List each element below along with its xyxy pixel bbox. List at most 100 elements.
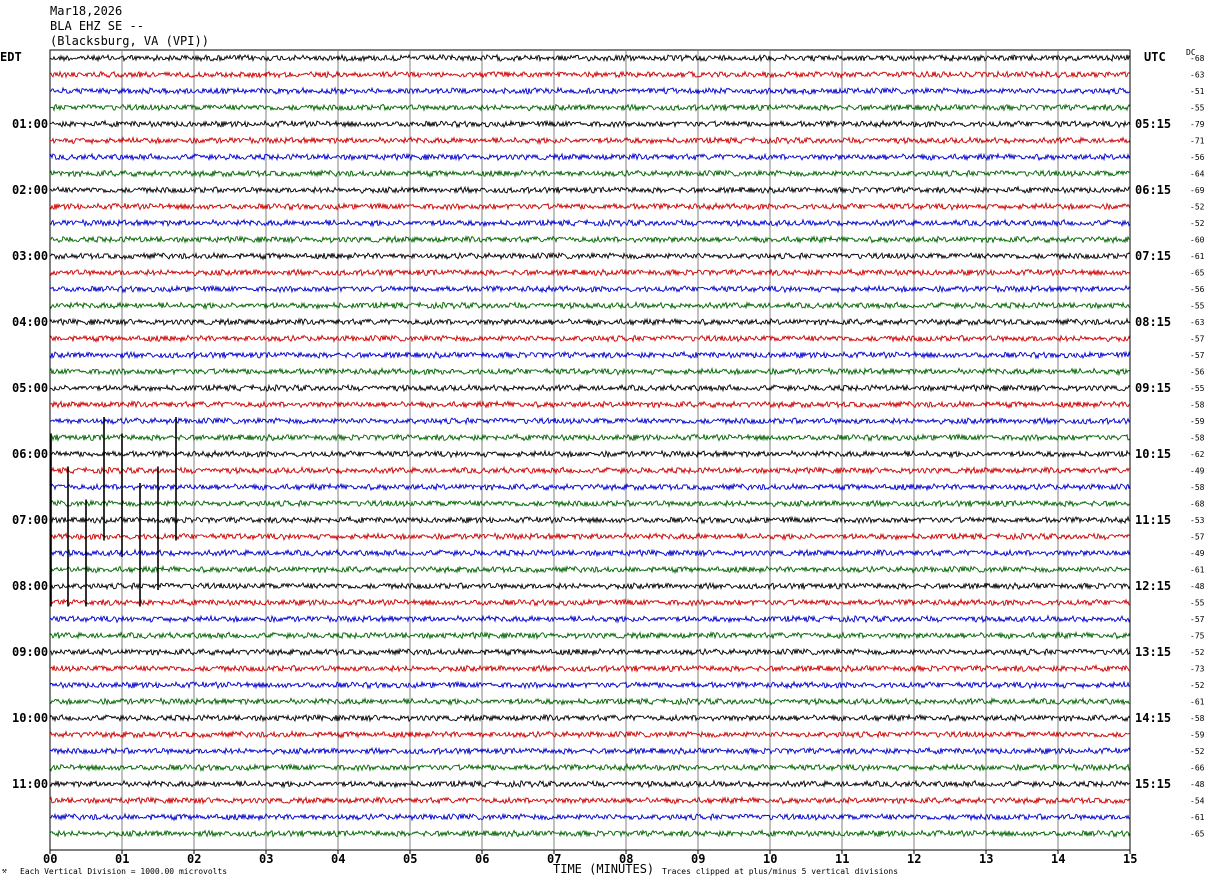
trace-row	[49, 713, 1131, 723]
left-hour-label: 05:00	[12, 381, 48, 395]
dc-offset-label: -63	[1190, 318, 1205, 327]
trace-row	[49, 168, 1131, 179]
x-tick-label: 08	[619, 852, 633, 866]
dc-offset-label: -55	[1190, 302, 1205, 311]
left-hour-label: 04:00	[12, 315, 48, 329]
plot-frame	[49, 49, 1131, 851]
dc-offset-label: -61	[1190, 566, 1205, 575]
dc-offset-label: -63	[1190, 71, 1205, 80]
header-location: (Blacksburg, VA (VPI))	[50, 34, 209, 48]
trace-row	[49, 350, 1131, 360]
right-timezone-label: UTC	[1144, 50, 1166, 64]
dc-offset-label: -57	[1190, 615, 1205, 624]
left-hour-label: 07:00	[12, 513, 48, 527]
trace-row	[49, 795, 1131, 806]
x-tick-label: 03	[259, 852, 273, 866]
dc-offset-label: -48	[1190, 780, 1205, 789]
dc-offset-label: -64	[1190, 170, 1205, 179]
right-hour-label: 06:15	[1135, 183, 1171, 197]
dc-offset-label: -59	[1190, 417, 1205, 426]
x-tick-label: 00	[43, 852, 57, 866]
trace-row	[49, 531, 1131, 542]
dc-offset-label: -65	[1190, 269, 1205, 278]
trace-row	[49, 812, 1131, 822]
dc-offset-label: -48	[1190, 582, 1205, 591]
dc-offset-label: -58	[1190, 434, 1205, 443]
trace-row	[49, 218, 1131, 228]
left-hour-label: 06:00	[12, 447, 48, 461]
x-tick-label: 09	[691, 852, 705, 866]
left-hour-label: 11:00	[12, 777, 48, 791]
dc-offset-label: -71	[1190, 137, 1205, 146]
trace-row	[49, 597, 1131, 608]
trace-row	[49, 564, 1131, 575]
trace-row	[49, 515, 1131, 525]
dc-offset-label: -57	[1190, 351, 1205, 360]
trace-row	[49, 399, 1131, 410]
x-tick-label: 12	[907, 852, 921, 866]
dc-offset-label: -66	[1190, 764, 1205, 773]
dc-offset-label: -61	[1190, 698, 1205, 707]
dc-offset-label: -56	[1190, 285, 1205, 294]
trace-row	[49, 86, 1131, 96]
dc-offset-label: -52	[1190, 747, 1205, 756]
left-hour-label: 01:00	[12, 117, 48, 131]
trace-row	[49, 70, 1131, 80]
x-axis-label: TIME (MINUTES)	[553, 862, 655, 876]
dc-offset-label: -61	[1190, 252, 1205, 261]
dc-offset-label: -56	[1190, 368, 1205, 377]
scale-icon: ⚒	[2, 866, 7, 875]
dc-offset-label: -65	[1190, 830, 1205, 839]
trace-row	[49, 53, 1131, 63]
x-tick-label: 01	[115, 852, 129, 866]
x-tick-label: 14	[1051, 852, 1065, 866]
dc-offset-label: -52	[1190, 648, 1205, 657]
right-hour-label: 14:15	[1135, 711, 1171, 725]
trace-row	[49, 366, 1131, 377]
trace-row	[49, 482, 1131, 492]
trace-row	[49, 696, 1131, 707]
dc-offset-label: -69	[1190, 186, 1205, 195]
x-tick-label: 11	[835, 852, 849, 866]
right-hour-labels: 05:15 06:15 07:15 08:15 09:15 10:15 11:15 12:15…	[1135, 117, 1171, 791]
dc-offset-label: -49	[1190, 467, 1205, 476]
grid	[49, 49, 1131, 851]
left-hour-label: 08:00	[12, 579, 48, 593]
right-hour-label: 05:15	[1135, 117, 1171, 131]
dc-offset-label: -51	[1190, 87, 1205, 96]
dc-label: DC	[1186, 48, 1196, 57]
trace-row	[49, 251, 1131, 261]
clipped-spikes	[50, 417, 177, 607]
left-hour-label: 03:00	[12, 249, 48, 263]
left-hour-labels: 01:00 02:00 03:00 04:00 05:00 06:00 07:00 08:00…	[12, 117, 48, 791]
dc-offset-label: -55	[1190, 599, 1205, 608]
trace-row	[49, 267, 1131, 277]
traces	[49, 53, 1131, 839]
dc-offset-label: -57	[1190, 533, 1205, 542]
dc-offset-label: -57	[1190, 335, 1205, 344]
dc-offset-label: -75	[1190, 632, 1205, 641]
right-hour-label: 11:15	[1135, 513, 1171, 527]
x-tick-labels: 00 01 02 03 04 05 06 07 08 09 10 11 12 13 14 15	[43, 850, 1137, 866]
trace-row	[49, 647, 1131, 657]
dc-offset-label: -62	[1190, 450, 1205, 459]
trace-row	[49, 614, 1131, 624]
left-hour-label: 09:00	[12, 645, 48, 659]
right-hour-label: 15:15	[1135, 777, 1171, 791]
trace-row	[49, 499, 1131, 508]
dc-offset-label: -60	[1190, 236, 1205, 245]
trace-row	[49, 663, 1131, 673]
dc-offset-label: -54	[1190, 797, 1205, 806]
dc-offset-label: -58	[1190, 483, 1205, 492]
trace-row	[49, 317, 1131, 327]
x-tick-label: 04	[331, 852, 345, 866]
trace-row	[49, 762, 1131, 773]
trace-row	[49, 119, 1131, 129]
header-station: BLA EHZ SE --	[50, 19, 144, 33]
scale-note: Each Vertical Division = 1000.00 microvo…	[20, 867, 228, 876]
trace-row	[49, 383, 1131, 393]
right-hour-label: 10:15	[1135, 447, 1171, 461]
trace-row	[50, 103, 1131, 112]
trace-row	[49, 432, 1131, 443]
